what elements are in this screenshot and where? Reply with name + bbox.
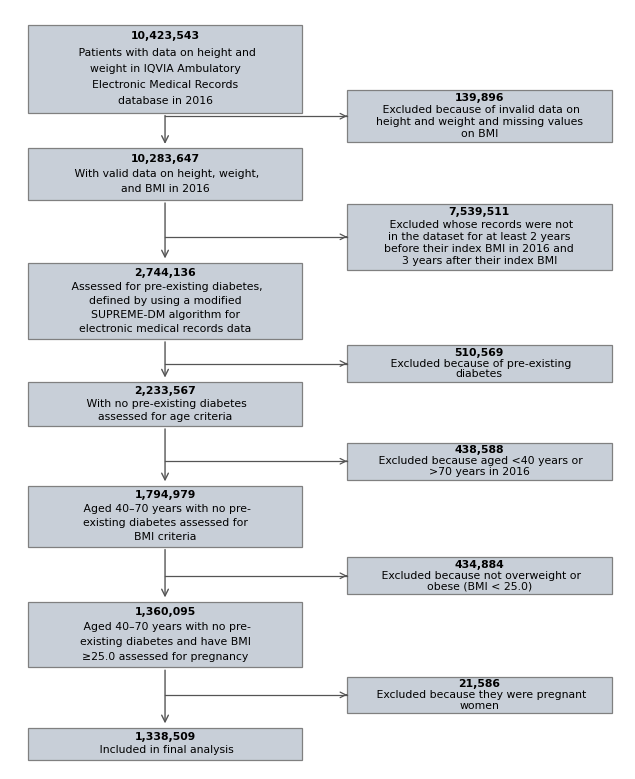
FancyBboxPatch shape <box>28 263 302 339</box>
Text: 1,794,979: 1,794,979 <box>135 491 196 500</box>
Text: Excluded because they were pregnant: Excluded because they were pregnant <box>373 690 586 700</box>
Text: and BMI in 2016: and BMI in 2016 <box>121 185 210 195</box>
Text: database in 2016: database in 2016 <box>117 97 213 107</box>
Text: 3 years after their index BMI: 3 years after their index BMI <box>401 256 557 266</box>
FancyBboxPatch shape <box>28 728 302 760</box>
Text: ≥25.0 assessed for pregnancy: ≥25.0 assessed for pregnancy <box>82 652 248 662</box>
Text: 1,360,095: 1,360,095 <box>135 607 196 617</box>
FancyBboxPatch shape <box>28 601 302 668</box>
Text: Assessed for pre-existing diabetes,: Assessed for pre-existing diabetes, <box>68 282 262 292</box>
Text: before their index BMI in 2016 and: before their index BMI in 2016 and <box>384 244 574 254</box>
FancyBboxPatch shape <box>347 345 612 382</box>
Text: 510,569: 510,569 <box>455 347 504 358</box>
Text: Excluded because of invalid data on: Excluded because of invalid data on <box>379 105 580 115</box>
Text: Excluded whose records were not: Excluded whose records were not <box>385 220 573 230</box>
Text: 1,338,509: 1,338,509 <box>135 732 196 742</box>
Text: 2,744,136: 2,744,136 <box>134 268 196 277</box>
Text: weight in IQVIA Ambulatory: weight in IQVIA Ambulatory <box>90 64 241 74</box>
Text: existing diabetes assessed for: existing diabetes assessed for <box>83 518 248 528</box>
Text: Excluded because aged <40 years or: Excluded because aged <40 years or <box>375 456 583 467</box>
Text: 434,884: 434,884 <box>455 560 504 570</box>
FancyBboxPatch shape <box>28 148 302 200</box>
FancyBboxPatch shape <box>28 25 302 113</box>
Text: height and weight and missing values: height and weight and missing values <box>376 117 583 127</box>
Text: 10,423,543: 10,423,543 <box>130 31 199 41</box>
Text: Aged 40–70 years with no pre-: Aged 40–70 years with no pre- <box>79 622 250 632</box>
Text: Excluded because of pre-existing: Excluded because of pre-existing <box>387 358 572 368</box>
Text: 21,586: 21,586 <box>458 679 500 689</box>
Text: SUPREME-DM algorithm for: SUPREME-DM algorithm for <box>91 310 239 320</box>
Text: women: women <box>459 700 499 710</box>
Text: Included in final analysis: Included in final analysis <box>96 746 234 756</box>
Text: >70 years in 2016: >70 years in 2016 <box>429 467 530 477</box>
FancyBboxPatch shape <box>28 485 302 547</box>
FancyBboxPatch shape <box>347 204 612 270</box>
Text: With no pre-existing diabetes: With no pre-existing diabetes <box>83 399 247 409</box>
Text: 10,283,647: 10,283,647 <box>130 154 199 164</box>
Text: diabetes: diabetes <box>456 369 503 379</box>
Text: 7,539,511: 7,539,511 <box>449 207 510 217</box>
Text: existing diabetes and have BMI: existing diabetes and have BMI <box>79 637 251 647</box>
Text: 438,588: 438,588 <box>455 446 504 456</box>
FancyBboxPatch shape <box>28 382 302 426</box>
Text: on BMI: on BMI <box>460 129 498 139</box>
Text: 2,233,567: 2,233,567 <box>134 386 196 396</box>
Text: Patients with data on height and: Patients with data on height and <box>74 48 255 58</box>
FancyBboxPatch shape <box>347 676 612 714</box>
Text: electronic medical records data: electronic medical records data <box>79 324 251 334</box>
Text: in the dataset for at least 2 years: in the dataset for at least 2 years <box>388 232 570 241</box>
Text: assessed for age criteria: assessed for age criteria <box>98 412 232 422</box>
Text: 139,896: 139,896 <box>455 93 504 104</box>
Text: obese (BMI < 25.0): obese (BMI < 25.0) <box>427 582 532 591</box>
Text: BMI criteria: BMI criteria <box>134 532 196 542</box>
Text: Excluded because not overweight or: Excluded because not overweight or <box>378 571 581 581</box>
FancyBboxPatch shape <box>347 90 612 142</box>
Text: Electronic Medical Records: Electronic Medical Records <box>92 80 238 90</box>
FancyBboxPatch shape <box>347 558 612 594</box>
Text: With valid data on height, weight,: With valid data on height, weight, <box>71 169 259 179</box>
Text: defined by using a modified: defined by using a modified <box>89 296 241 306</box>
Text: Aged 40–70 years with no pre-: Aged 40–70 years with no pre- <box>79 504 250 514</box>
FancyBboxPatch shape <box>347 443 612 480</box>
